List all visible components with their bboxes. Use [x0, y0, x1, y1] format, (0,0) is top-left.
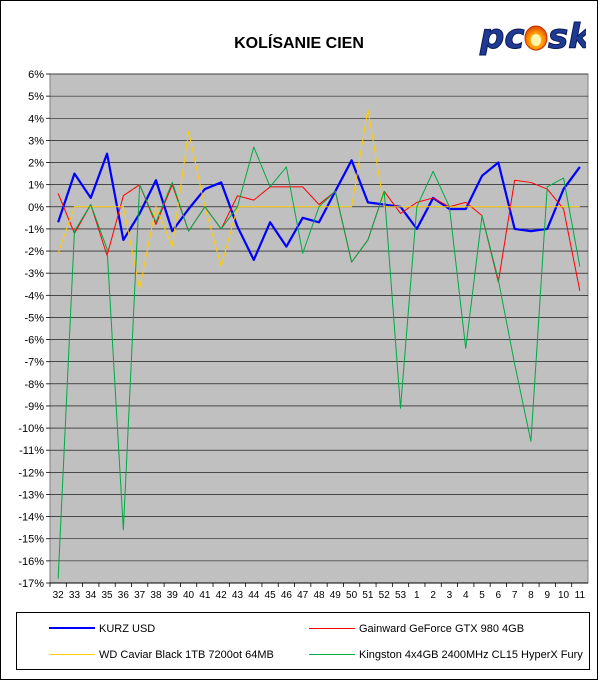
legend: KURZ USD Gainward GeForce GTX 980 4GB WD… — [16, 612, 590, 670]
legend-swatch — [309, 628, 355, 629]
x-axis-ticks: 32 33 34 35 36 37 38 39 40 41 42 43 44 45 46 47 48 49 50 51… — [49, 582, 588, 601]
y-tick-label: -17% — [18, 578, 44, 590]
x-tick-label: 7 — [512, 590, 518, 601]
y-tick-label: 6% — [28, 69, 44, 81]
x-tick-label: 2 — [430, 590, 436, 601]
y-tick-label: -13% — [18, 489, 44, 501]
x-tick-label: 4 — [463, 590, 469, 601]
x-tick-label: 5 — [479, 590, 485, 601]
y-tick-label: -9% — [24, 401, 44, 413]
legend-label: Kingston 4x4GB 2400MHz CL15 HyperX Fury — [359, 649, 583, 661]
x-tick-label: 3 — [447, 590, 453, 601]
x-tick-label: 11 — [575, 590, 586, 601]
x-tick-label: 32 — [53, 590, 65, 601]
y-tick-label: -3% — [24, 268, 44, 280]
x-tick-label: 1 — [414, 590, 420, 601]
legend-label: Gainward GeForce GTX 980 4GB — [359, 623, 525, 635]
y-tick-label: -10% — [18, 423, 44, 435]
svg-text:pc: pc — [479, 17, 525, 57]
series-line-0 — [57, 152, 581, 261]
x-tick-label: 39 — [167, 590, 179, 601]
y-tick-label: 4% — [28, 113, 44, 125]
x-tick-label: 46 — [281, 590, 293, 601]
line-chart: 6% 5% 4% 3% 2% 1% 0% -1% -2% -3% -4% -5% -6% -7% -8% -9… — [18, 69, 589, 601]
y-tick-label: -5% — [24, 312, 44, 324]
x-tick-label: 10 — [558, 590, 570, 601]
y-tick-label: -6% — [24, 335, 44, 347]
x-tick-label: 47 — [297, 590, 309, 601]
y-tick-label: 5% — [28, 91, 44, 103]
y-tick-label: -1% — [24, 224, 44, 236]
y-tick-label: -7% — [24, 357, 44, 369]
x-tick-label: 45 — [265, 590, 277, 601]
legend-swatch — [49, 627, 95, 629]
x-tick-label: 52 — [379, 590, 391, 601]
x-tick-label: 38 — [150, 590, 162, 601]
plot-area — [49, 73, 589, 584]
x-tick-label: 42 — [216, 590, 228, 601]
x-tick-label: 49 — [330, 590, 342, 601]
y-tick-label: -8% — [24, 379, 44, 391]
y-tick-label: -4% — [24, 290, 44, 302]
x-tick-label: 44 — [248, 590, 260, 601]
x-tick-label: 35 — [101, 590, 113, 601]
x-tick-label: 41 — [199, 590, 211, 601]
y-tick-label: -14% — [18, 512, 44, 524]
legend-label: KURZ USD — [99, 623, 156, 635]
x-tick-label: 6 — [496, 590, 502, 601]
x-tick-label: 37 — [134, 590, 146, 601]
y-tick-label: 3% — [28, 135, 44, 147]
y-tick-label: -2% — [24, 246, 44, 258]
legend-label: WD Caviar Black 1TB 7200ot 64MB — [99, 649, 274, 661]
svg-text:sk: sk — [548, 17, 586, 57]
x-tick-label: 8 — [528, 590, 534, 601]
pcosk-logo: pc sk — [479, 17, 587, 58]
x-tick-label: 53 — [395, 590, 407, 601]
y-tick-label: 1% — [28, 180, 44, 192]
x-tick-label: 50 — [346, 590, 358, 601]
x-tick-label: 9 — [544, 590, 550, 601]
legend-swatch — [309, 654, 355, 655]
x-tick-label: 43 — [232, 590, 244, 601]
chart-title: KOLÍSANIE CIEN — [234, 35, 364, 52]
y-tick-label: -15% — [18, 534, 44, 546]
y-tick-label: 2% — [28, 158, 44, 170]
y-tick-label: -11% — [19, 445, 44, 457]
x-tick-label: 48 — [313, 590, 325, 601]
x-tick-label: 51 — [362, 590, 374, 601]
series-line-3 — [57, 146, 581, 579]
y-axis-ticks: 6% 5% 4% 3% 2% 1% 0% -1% -2% -3% -4% -5% -6% -7% -8% -9… — [18, 69, 50, 590]
series-lines — [57, 108, 581, 579]
legend-swatch — [49, 654, 95, 655]
x-tick-label: 33 — [69, 590, 81, 601]
x-tick-label: 34 — [85, 590, 97, 601]
x-tick-label: 36 — [118, 590, 130, 601]
y-tick-label: -12% — [18, 467, 44, 479]
y-tick-label: 0% — [28, 202, 44, 214]
x-tick-label: 40 — [183, 590, 195, 601]
y-tick-label: -16% — [18, 556, 44, 568]
